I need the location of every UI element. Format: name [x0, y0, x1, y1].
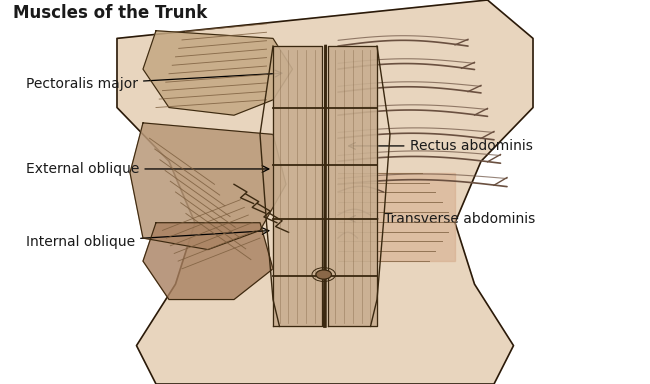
Circle shape — [316, 270, 332, 279]
Polygon shape — [143, 223, 273, 300]
Text: Rectus abdominis: Rectus abdominis — [348, 139, 532, 153]
Polygon shape — [143, 31, 292, 115]
Polygon shape — [338, 173, 455, 261]
Polygon shape — [328, 46, 377, 326]
Text: Pectoralis major: Pectoralis major — [26, 70, 282, 91]
Polygon shape — [117, 0, 533, 384]
Text: External oblique: External oblique — [26, 162, 269, 176]
Polygon shape — [273, 46, 322, 326]
Polygon shape — [130, 123, 286, 250]
Text: Muscles of the Trunk: Muscles of the Trunk — [13, 4, 207, 22]
Text: Internal oblique: Internal oblique — [26, 228, 269, 249]
Text: Transverse abdominis: Transverse abdominis — [348, 212, 535, 226]
